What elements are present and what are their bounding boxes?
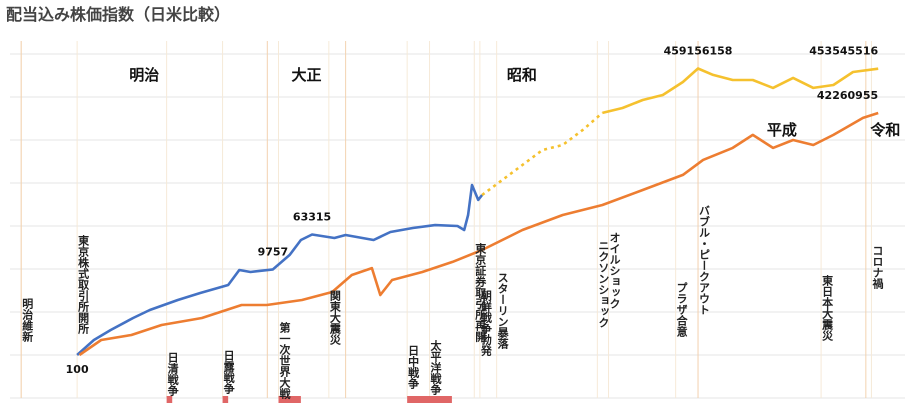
era-label: 平成 — [767, 121, 797, 139]
series-line — [78, 111, 879, 357]
data-label: 453545516 — [809, 45, 878, 58]
data-label: 459156158 — [664, 44, 733, 57]
event-label: 東京株式取引所開所 — [77, 234, 90, 335]
war-period — [278, 396, 301, 403]
data-label: 9757 — [258, 245, 289, 258]
war-period — [222, 396, 229, 403]
event-label: 太平洋戦争 — [429, 339, 443, 396]
event-label: 第一次世界大戦 — [278, 321, 291, 400]
event-label: 日清戦争 — [166, 352, 179, 397]
event-label: ニクソンショック — [597, 240, 610, 328]
war-period — [166, 396, 173, 403]
event-label: スターリン暴落 — [496, 272, 510, 350]
war-period — [407, 396, 452, 403]
era-label: 大正 — [291, 66, 321, 84]
event-label: オイルショック — [608, 232, 621, 309]
series-line — [481, 111, 604, 197]
event-label: 関東大震災 — [328, 290, 342, 346]
data-label: 100 — [66, 363, 89, 376]
era-label: 令和 — [870, 121, 900, 139]
event-label: プラザ合意 — [675, 282, 688, 338]
event-label: 東日本大震災 — [821, 274, 835, 342]
event-label: バブル・ピークアウト — [698, 205, 711, 315]
event-label: 明治維新 — [21, 298, 34, 343]
event-label: 日露戦争 — [222, 350, 235, 395]
era-label: 明治 — [129, 66, 159, 84]
event-label: 日中戦争 — [407, 345, 420, 390]
chart-title: 配当込み株価指数（日米比較） — [6, 5, 230, 24]
event-label: 朝鮮戦争勃発 — [479, 289, 493, 357]
event-label: 東京証券取引所再開 — [474, 242, 488, 343]
data-label: 42260955 — [817, 89, 878, 102]
data-label: 63315 — [293, 211, 331, 224]
series-line — [76, 183, 484, 356]
event-label: コロナ禍 — [871, 245, 885, 290]
series-line — [602, 67, 879, 115]
era-label: 昭和 — [507, 66, 537, 84]
